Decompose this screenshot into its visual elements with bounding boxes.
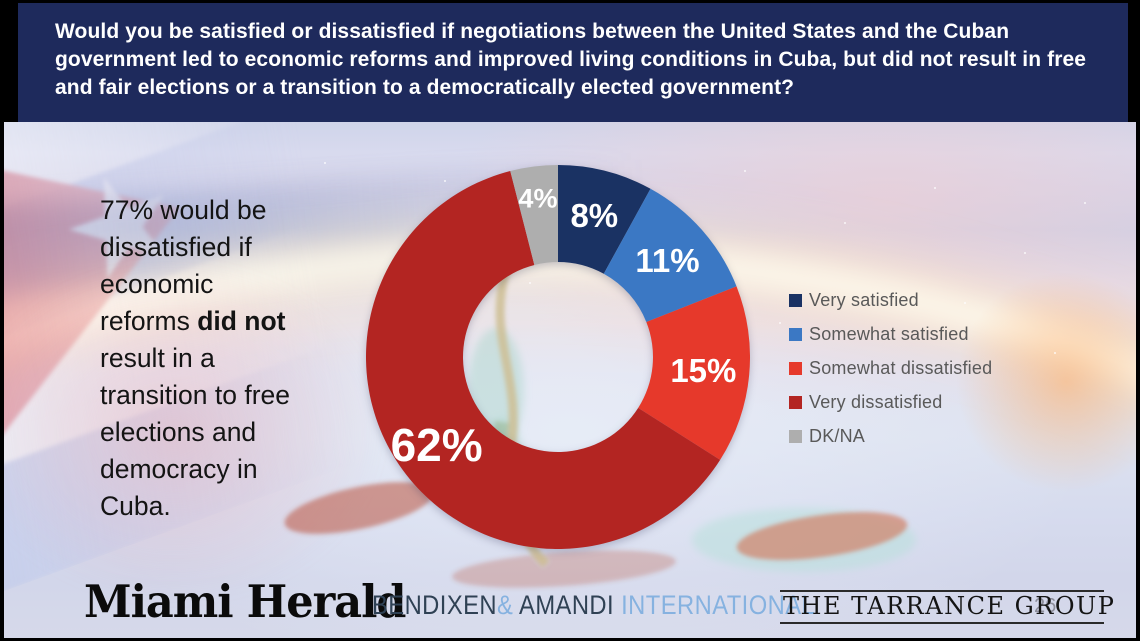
legend-swatch: [789, 327, 802, 341]
stars: [324, 162, 326, 164]
bendixen-amandi-logo: BENDIXEN& AMANDI INTERNATIONAL: [372, 590, 816, 620]
sunrise-glow: [956, 272, 1136, 492]
legend-label: DK/NA: [809, 425, 866, 446]
legend-item: Somewhat dissatisfied: [789, 358, 992, 378]
legend-item: Very dissatisfied: [789, 392, 992, 412]
question-text: Would you be satisfied or dissatisfied i…: [55, 20, 1087, 99]
slide-page-number: 26: [1034, 595, 1057, 617]
callout-text: 77% would be dissatisfied if economic re…: [100, 192, 355, 525]
legend-label: Somewhat satisfied: [809, 323, 969, 344]
legend-item: Very satisfied: [789, 290, 992, 310]
callout-segment: 77% would be dissatisfied if economic re…: [100, 195, 267, 336]
legend-swatch: [789, 293, 802, 307]
legend-swatch: [789, 429, 802, 443]
legend-item: Somewhat satisfied: [789, 324, 992, 344]
chart-legend: Very satisfied Somewhat satisfied Somewhat…: [789, 290, 992, 460]
legend-item: DK/NA: [789, 426, 992, 446]
legend-label: Very satisfied: [809, 289, 919, 310]
legend-label: Very dissatisfied: [809, 391, 943, 412]
question-banner: Would you be satisfied or dissatisfied i…: [18, 3, 1128, 122]
callout-segment: result in a transition to free elections…: [100, 343, 291, 521]
tarrance-group-logo: THE TARRANCE GROUP: [780, 590, 1114, 624]
legend-swatch: [789, 395, 802, 409]
footer-logos: Miami Herald BENDIXEN& AMANDI INTERNATIO…: [0, 572, 1140, 632]
miami-herald-logo: Miami Herald: [84, 576, 407, 629]
callout-bold: did not: [197, 306, 286, 336]
legend-swatch: [789, 361, 802, 375]
legend-label: Somewhat dissatisfied: [809, 357, 993, 378]
flag-pink-haze: [4, 262, 384, 602]
